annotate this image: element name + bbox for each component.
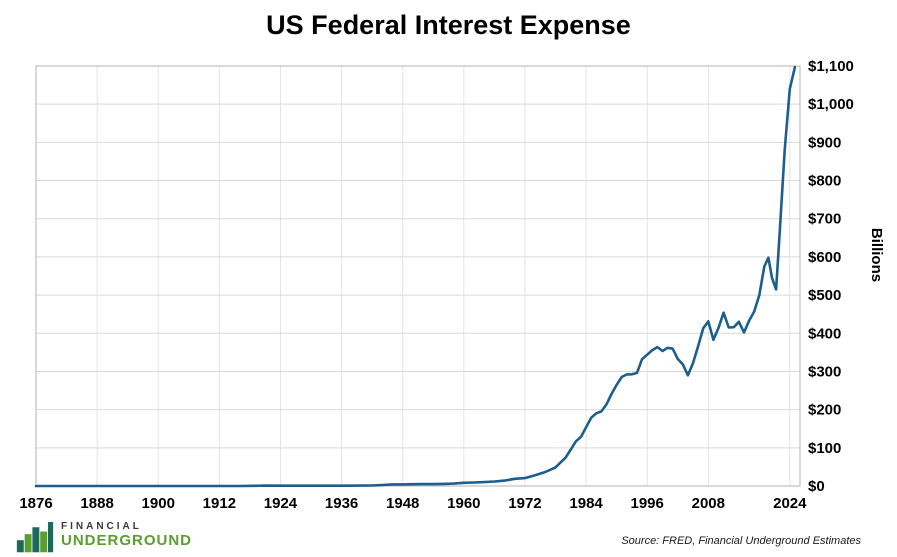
x-tick-label: 1972: [508, 495, 541, 512]
source-note: Source: FRED, Financial Underground Esti…: [621, 535, 861, 547]
x-tick-label: 1984: [569, 495, 603, 512]
x-tick-label: 1948: [386, 495, 419, 512]
y-axis-title: Billions: [868, 227, 885, 283]
y-tick-label: $100: [808, 440, 841, 457]
logo-text: FINANCIAL UNDERGROUND: [61, 521, 192, 550]
y-tick-label: $600: [808, 249, 841, 266]
x-tick-label: 2008: [692, 495, 725, 512]
y-tick-label: $0: [808, 478, 825, 495]
logo-line1: FINANCIAL: [61, 520, 142, 532]
x-tick-label: 1876: [19, 495, 52, 512]
series-line: [34, 65, 797, 488]
y-tick-label: $200: [808, 402, 841, 419]
y-tick-label: $900: [808, 134, 841, 151]
y-tick-label: $400: [808, 325, 841, 342]
x-tick-label: 1996: [631, 495, 664, 512]
logo: FINANCIAL UNDERGROUND: [16, 517, 192, 553]
x-tick-label: 2024: [773, 495, 807, 512]
y-tick-label: $1,000: [808, 96, 854, 113]
plot-border: [35, 65, 801, 487]
chart-title: US Federal Interest Expense: [266, 10, 631, 40]
x-tick-label: 1888: [80, 495, 113, 512]
y-tick-label: $800: [808, 173, 841, 190]
x-tick-label: 1924: [264, 495, 298, 512]
x-tick-label: 1912: [203, 495, 236, 512]
y-tick-label: $500: [808, 287, 841, 304]
y-tick-label: $300: [808, 363, 841, 380]
y-tick-label: $700: [808, 211, 841, 228]
logo-buildings-icon: [16, 522, 54, 553]
x-tick-label: 1900: [142, 495, 175, 512]
y-tick-label: $1,100: [808, 58, 854, 75]
logo-line2: UNDERGROUND: [61, 532, 192, 550]
x-tick-label: 1960: [447, 495, 480, 512]
x-tick-label: 1936: [325, 495, 358, 512]
